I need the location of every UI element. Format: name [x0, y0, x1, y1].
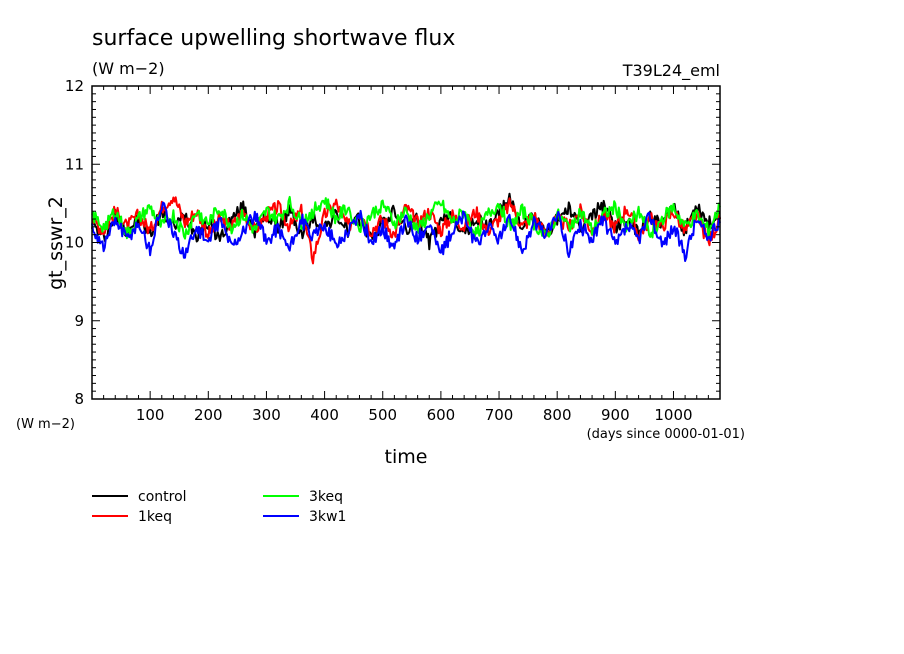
- y-tick-label: 8: [74, 390, 84, 408]
- y-axis-label: gt_sswr_2: [45, 196, 67, 290]
- x-tick-label: 300: [252, 406, 281, 424]
- plot-frame: [91, 85, 721, 400]
- axis-ticks: 100 200 300 400 500 600 700 800 900 1000 8 9 10 11 12: [65, 77, 720, 424]
- series-line-3keq: [91, 195, 721, 240]
- chart-title-units: (W m−2): [92, 59, 165, 78]
- legend-label-3kw1: 3kw1: [309, 509, 346, 525]
- legend: control 1keq 3keq 3kw1: [92, 489, 346, 525]
- x-tick-label: 600: [427, 406, 456, 424]
- legend-label-control: control: [138, 489, 187, 505]
- x-tick-label: 800: [543, 406, 572, 424]
- y-tick-label: 11: [65, 155, 84, 173]
- chart-title: surface upwelling shortwave flux: [92, 26, 455, 51]
- x-axis-units: (days since 0000-01-01): [587, 427, 745, 442]
- y-tick-label: 9: [74, 312, 84, 330]
- x-tick-label: 1000: [654, 406, 692, 424]
- x-tick-label: 100: [136, 406, 165, 424]
- series-line-3kw1: [91, 201, 721, 262]
- series-line-1keq: [91, 196, 721, 265]
- x-tick-label: 500: [368, 406, 397, 424]
- series-lines: [91, 192, 721, 265]
- x-tick-label: 400: [310, 406, 339, 424]
- run-label: T39L24_eml: [622, 61, 720, 81]
- x-tick-label: 200: [194, 406, 223, 424]
- legend-label-1keq: 1keq: [138, 509, 172, 525]
- x-axis-label: time: [385, 446, 428, 468]
- x-tick-label: 900: [601, 406, 630, 424]
- x-tick-label: 700: [485, 406, 514, 424]
- y-tick-label: 12: [65, 77, 84, 95]
- legend-label-3keq: 3keq: [309, 489, 343, 505]
- y-tick-label: 10: [65, 234, 84, 252]
- y-axis-units: (W m−2): [16, 417, 75, 432]
- series-line-control: [91, 192, 721, 251]
